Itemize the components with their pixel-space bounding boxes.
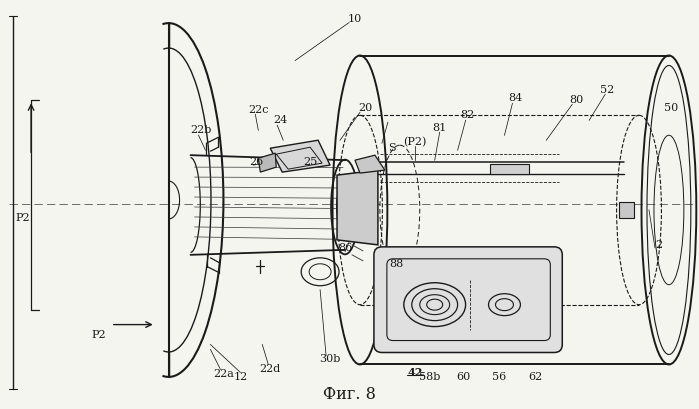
Text: P2: P2 xyxy=(92,330,106,339)
Text: 22d: 22d xyxy=(259,364,281,374)
Text: 80: 80 xyxy=(569,95,584,106)
Text: 58b: 58b xyxy=(419,373,440,382)
Text: 70: 70 xyxy=(350,205,364,215)
Text: 82: 82 xyxy=(461,110,475,120)
Text: 84: 84 xyxy=(508,93,523,103)
Text: 52: 52 xyxy=(600,85,614,95)
Polygon shape xyxy=(489,164,529,174)
Text: 25: 25 xyxy=(303,157,317,167)
Text: 88: 88 xyxy=(390,259,404,269)
Text: 42: 42 xyxy=(407,367,422,378)
Text: 22b: 22b xyxy=(190,125,211,135)
Text: 24: 24 xyxy=(273,115,287,125)
Text: 12: 12 xyxy=(233,373,247,382)
Text: Фиг. 8: Фиг. 8 xyxy=(322,386,375,403)
Polygon shape xyxy=(271,140,330,172)
Text: 81: 81 xyxy=(433,123,447,133)
Text: 22a: 22a xyxy=(213,369,234,380)
Text: 62: 62 xyxy=(528,373,542,382)
Text: 86: 86 xyxy=(338,243,352,253)
Text: 56: 56 xyxy=(492,373,507,382)
Text: P2: P2 xyxy=(16,213,31,223)
Text: 2: 2 xyxy=(656,240,663,250)
FancyBboxPatch shape xyxy=(374,247,562,353)
Text: 26: 26 xyxy=(249,157,264,167)
Text: 20: 20 xyxy=(358,103,372,113)
Polygon shape xyxy=(337,170,378,245)
Text: 30b: 30b xyxy=(319,355,340,364)
Text: (P2): (P2) xyxy=(403,137,426,147)
Text: 10: 10 xyxy=(348,13,362,24)
Polygon shape xyxy=(355,155,385,173)
Text: 22c: 22c xyxy=(248,106,268,115)
Text: S: S xyxy=(388,143,396,153)
Text: 50: 50 xyxy=(664,103,678,113)
Text: 60: 60 xyxy=(456,373,470,382)
Polygon shape xyxy=(619,202,634,218)
Polygon shape xyxy=(259,153,276,172)
